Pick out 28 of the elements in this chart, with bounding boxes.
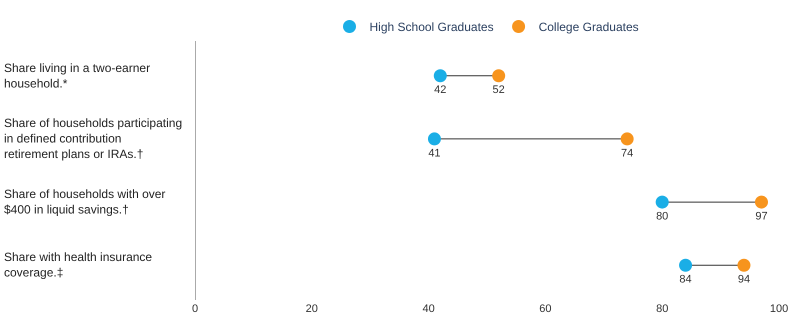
- point: [656, 196, 669, 209]
- point: [620, 132, 634, 146]
- legend-label: High School Graduates: [370, 20, 494, 34]
- x-tick-label: 80: [656, 303, 668, 315]
- data-label: 97: [755, 210, 768, 222]
- point: [737, 258, 750, 272]
- x-tick-label: 20: [306, 303, 318, 315]
- data-label: 52: [492, 84, 505, 96]
- data-label: 94: [738, 274, 750, 286]
- point: [434, 69, 447, 82]
- legend-label: College Graduates: [538, 20, 639, 34]
- data-label: 42: [434, 84, 446, 96]
- point: [679, 258, 692, 272]
- y-tick-label: Share living in a two-earner household.*: [4, 61, 150, 91]
- data-label: 84: [679, 274, 692, 286]
- data-label: 80: [656, 210, 668, 222]
- y-tick-label: Share with health insurance coverage.‡: [4, 250, 152, 280]
- y-tick-label: Share of households participating in defined contribution retirement plans or IRAs.†: [4, 116, 182, 162]
- x-tick-label: 60: [539, 303, 552, 315]
- x-tick-label: 0: [192, 303, 198, 315]
- data-label: 74: [621, 147, 634, 160]
- x-tick-label: 100: [770, 303, 788, 315]
- point: [428, 132, 441, 146]
- data-label: 41: [428, 147, 441, 160]
- y-tick-label: Share of households with over $400 in liquid savings.†: [4, 187, 166, 217]
- point: [754, 196, 768, 209]
- point: [492, 69, 506, 82]
- x-tick-label: 40: [422, 303, 435, 315]
